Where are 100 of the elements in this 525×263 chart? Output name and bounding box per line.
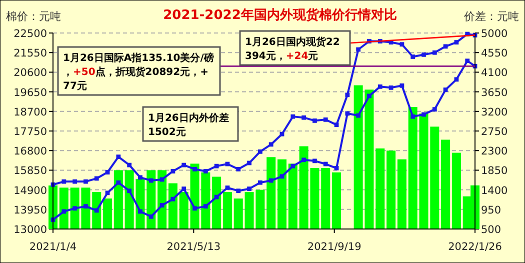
point [105,190,110,196]
y2-tick-label: 500 [481,224,502,236]
y-tick-label: 18700 [14,106,47,118]
point [116,154,121,159]
x-tick-label: 2021/9/19 [307,241,362,253]
y2-tick-label: 950 [481,204,502,216]
y2-tick-label: 1850 [481,165,508,178]
point [312,118,317,123]
point [84,179,88,184]
y2-tick-label: 3200 [481,106,508,118]
point [454,40,459,44]
y-tick-label: 16800 [14,146,47,158]
point [378,84,382,89]
point [422,52,426,57]
point [170,169,176,174]
point [225,186,230,190]
y-tick-label: 17750 [14,126,47,138]
point [127,188,132,194]
point [432,50,437,55]
point [410,54,416,59]
point [182,162,186,168]
x-tick-label: 2022/1/26 [448,241,502,253]
point [236,166,241,172]
point [203,169,208,174]
y2-tick-label: 5000 [481,28,508,40]
point [247,186,252,191]
point [302,158,306,162]
y-tick-label: 15850 [14,165,47,178]
point [290,114,296,119]
point [148,214,154,219]
point [356,113,361,118]
x-tick-label: 2021/5/13 [166,241,221,253]
point [443,88,448,92]
point [72,206,78,211]
point [236,188,241,194]
point [400,42,404,47]
point [214,194,219,200]
point [62,179,66,184]
y-tick-label: 20600 [14,67,47,80]
point [258,180,262,185]
point [138,209,142,214]
point [400,83,404,88]
point [465,58,470,64]
y-tick-label: 14900 [14,184,47,197]
point [345,111,350,116]
y2-tick-label: 4100 [481,67,508,80]
y-tick-label: 21550 [14,48,47,60]
point [312,158,317,164]
point [94,208,99,213]
point [192,206,197,211]
y-tick-label: 22500 [14,28,47,40]
point [334,166,339,170]
y2-tick-label: 2750 [481,126,508,138]
point [367,94,372,98]
annotation: 1月26日内外价差1502元 [148,112,229,138]
x-tick-label: 2021/1/4 [29,241,77,253]
y2-tick-label: 4550 [481,48,508,60]
point [116,180,121,185]
point [388,85,394,90]
y-axis-title: 棉价：元吨 [6,10,61,23]
point [454,77,459,82]
point [410,114,416,119]
y2-tick-label: 1400 [481,184,508,197]
point [170,196,176,202]
point [62,209,66,214]
y-tick-label: 13000 [14,224,47,236]
point [214,164,219,168]
point [138,175,142,180]
annotation: 1月26日国际A指135.10美分/磅，+50点，折现货20892元，+77元 [63,52,214,92]
point [268,178,274,183]
point [345,92,350,98]
point [422,112,426,117]
y2-tick-label: 2300 [481,146,508,158]
title: 2021-2022年国内外现货棉价行情对比 [163,8,397,23]
point [148,178,154,183]
point [203,204,208,209]
point [268,142,274,147]
point [182,186,186,191]
point [290,164,296,168]
point [302,115,306,120]
point [443,44,448,49]
point [323,162,328,166]
point [280,132,284,136]
point [192,166,197,172]
y2-axis-title: 价差：元吨 [463,10,519,23]
point [84,204,88,209]
y-tick-label: 19650 [14,86,47,99]
y2-tick-label: 3650 [481,86,508,99]
point [258,149,262,154]
point [94,176,99,181]
point [280,174,284,179]
point [323,117,328,122]
annotation: 1月26日国内现货22394元，+24元 [245,36,340,62]
point [432,107,437,112]
point [105,170,110,174]
point [72,179,78,184]
point [127,162,132,168]
point [160,203,164,208]
point [356,47,361,52]
point [334,122,339,128]
